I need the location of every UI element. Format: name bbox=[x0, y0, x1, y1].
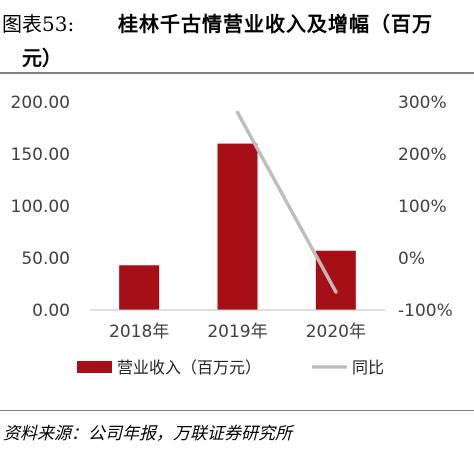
combo-chart: 0.00 50.00 100.00 150.00 200.00 -100% 0% 100% 2… bbox=[11, 93, 453, 377]
x-tick-label: 2020年 bbox=[306, 322, 366, 342]
legend-label-line: 同比 bbox=[352, 358, 384, 377]
x-axis-labels: 2018年 2019年 2020年 bbox=[109, 322, 366, 342]
yoy-line-path bbox=[235, 110, 338, 294]
source-note: 资料来源：公司年报，万联证券研究所 bbox=[3, 424, 292, 444]
figure-header: 图表53: 桂林千古情营业收入及增幅（百万 元） bbox=[0, 0, 474, 76]
figure-label: 图表53: bbox=[2, 12, 75, 36]
left-tick-label: 100.00 bbox=[11, 197, 70, 217]
legend-label-bar: 营业收入（百万元） bbox=[117, 358, 261, 377]
bar bbox=[315, 250, 356, 310]
top-divider bbox=[0, 72, 474, 74]
right-axis: -100% 0% 100% 200% 300% bbox=[398, 93, 453, 321]
line-series bbox=[235, 110, 338, 294]
bar bbox=[119, 265, 160, 310]
left-tick-label: 200.00 bbox=[11, 93, 70, 113]
right-tick-label: -100% bbox=[398, 301, 453, 321]
chart-title-continued: 元） bbox=[22, 46, 62, 70]
x-tick-label: 2018年 bbox=[109, 322, 169, 342]
legend-swatch-bar bbox=[77, 361, 112, 373]
legend: 营业收入（百万元） 同比 bbox=[77, 358, 384, 377]
left-tick-label: 150.00 bbox=[11, 145, 70, 165]
bar-series bbox=[119, 143, 356, 310]
right-tick-label: 300% bbox=[398, 93, 447, 113]
right-tick-label: 200% bbox=[398, 145, 447, 165]
bottom-divider bbox=[0, 410, 474, 411]
bar bbox=[217, 143, 258, 310]
left-tick-label: 50.00 bbox=[21, 249, 70, 269]
x-tick-label: 2019年 bbox=[207, 322, 267, 342]
right-tick-label: 0% bbox=[398, 249, 425, 269]
left-axis: 0.00 50.00 100.00 150.00 200.00 bbox=[11, 93, 70, 321]
chart-title: 桂林千古情营业收入及增幅（百万 bbox=[118, 12, 433, 36]
left-tick-label: 0.00 bbox=[32, 301, 70, 321]
right-tick-label: 100% bbox=[398, 197, 447, 217]
